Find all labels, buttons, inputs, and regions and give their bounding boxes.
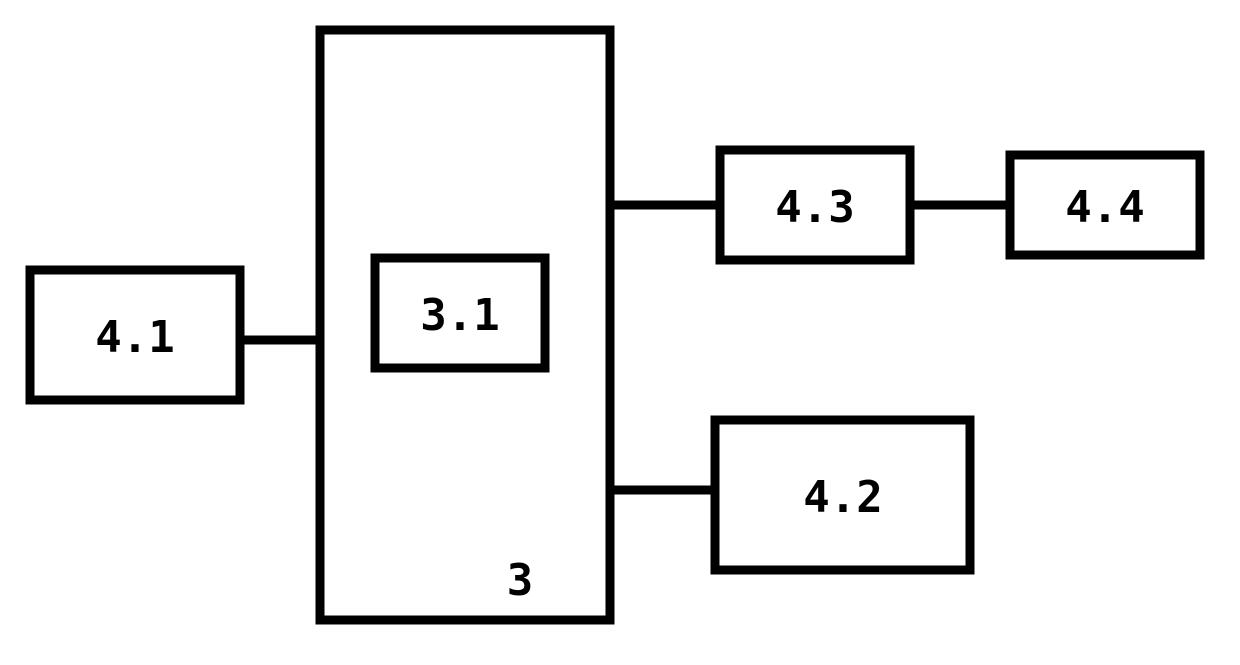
block-diagram: 3 3.1 4.1 4.3 4.4 4.2: [0, 0, 1240, 665]
node-label-n3: 3: [507, 555, 534, 606]
node-label-n31: 3.1: [420, 290, 499, 341]
node-label-n41: 4.1: [95, 312, 174, 363]
node-label-n44: 4.4: [1065, 182, 1144, 233]
node-label-n42: 4.2: [803, 472, 882, 523]
node-label-n43: 4.3: [775, 182, 854, 233]
